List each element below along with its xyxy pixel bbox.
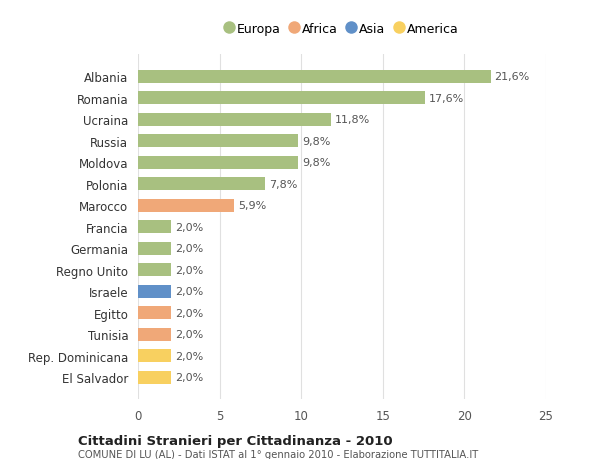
Text: 2,0%: 2,0% — [175, 244, 203, 254]
Legend: Europa, Africa, Asia, America: Europa, Africa, Asia, America — [223, 20, 461, 38]
Bar — [138, 221, 170, 234]
Text: 2,0%: 2,0% — [175, 308, 203, 318]
Text: 21,6%: 21,6% — [494, 72, 530, 82]
Bar — [138, 307, 170, 319]
Bar — [138, 199, 234, 212]
Text: 7,8%: 7,8% — [269, 179, 298, 189]
Text: 2,0%: 2,0% — [175, 351, 203, 361]
Bar — [138, 178, 265, 191]
Bar — [138, 263, 170, 276]
Text: 2,0%: 2,0% — [175, 286, 203, 297]
Bar — [138, 92, 425, 105]
Text: 9,8%: 9,8% — [302, 158, 331, 168]
Text: 17,6%: 17,6% — [430, 94, 464, 104]
Bar — [138, 285, 170, 298]
Text: COMUNE DI LU (AL) - Dati ISTAT al 1° gennaio 2010 - Elaborazione TUTTITALIA.IT: COMUNE DI LU (AL) - Dati ISTAT al 1° gen… — [78, 449, 478, 459]
Text: 9,8%: 9,8% — [302, 136, 331, 146]
Text: 2,0%: 2,0% — [175, 330, 203, 339]
Bar — [138, 242, 170, 255]
Bar — [138, 328, 170, 341]
Text: Cittadini Stranieri per Cittadinanza - 2010: Cittadini Stranieri per Cittadinanza - 2… — [78, 434, 392, 447]
Text: 2,0%: 2,0% — [175, 372, 203, 382]
Text: 2,0%: 2,0% — [175, 265, 203, 275]
Bar — [138, 349, 170, 362]
Bar — [138, 371, 170, 384]
Bar — [138, 113, 331, 127]
Text: 11,8%: 11,8% — [335, 115, 370, 125]
Bar — [138, 157, 298, 169]
Text: 5,9%: 5,9% — [238, 201, 266, 211]
Bar — [138, 71, 491, 84]
Bar — [138, 135, 298, 148]
Text: 2,0%: 2,0% — [175, 222, 203, 232]
